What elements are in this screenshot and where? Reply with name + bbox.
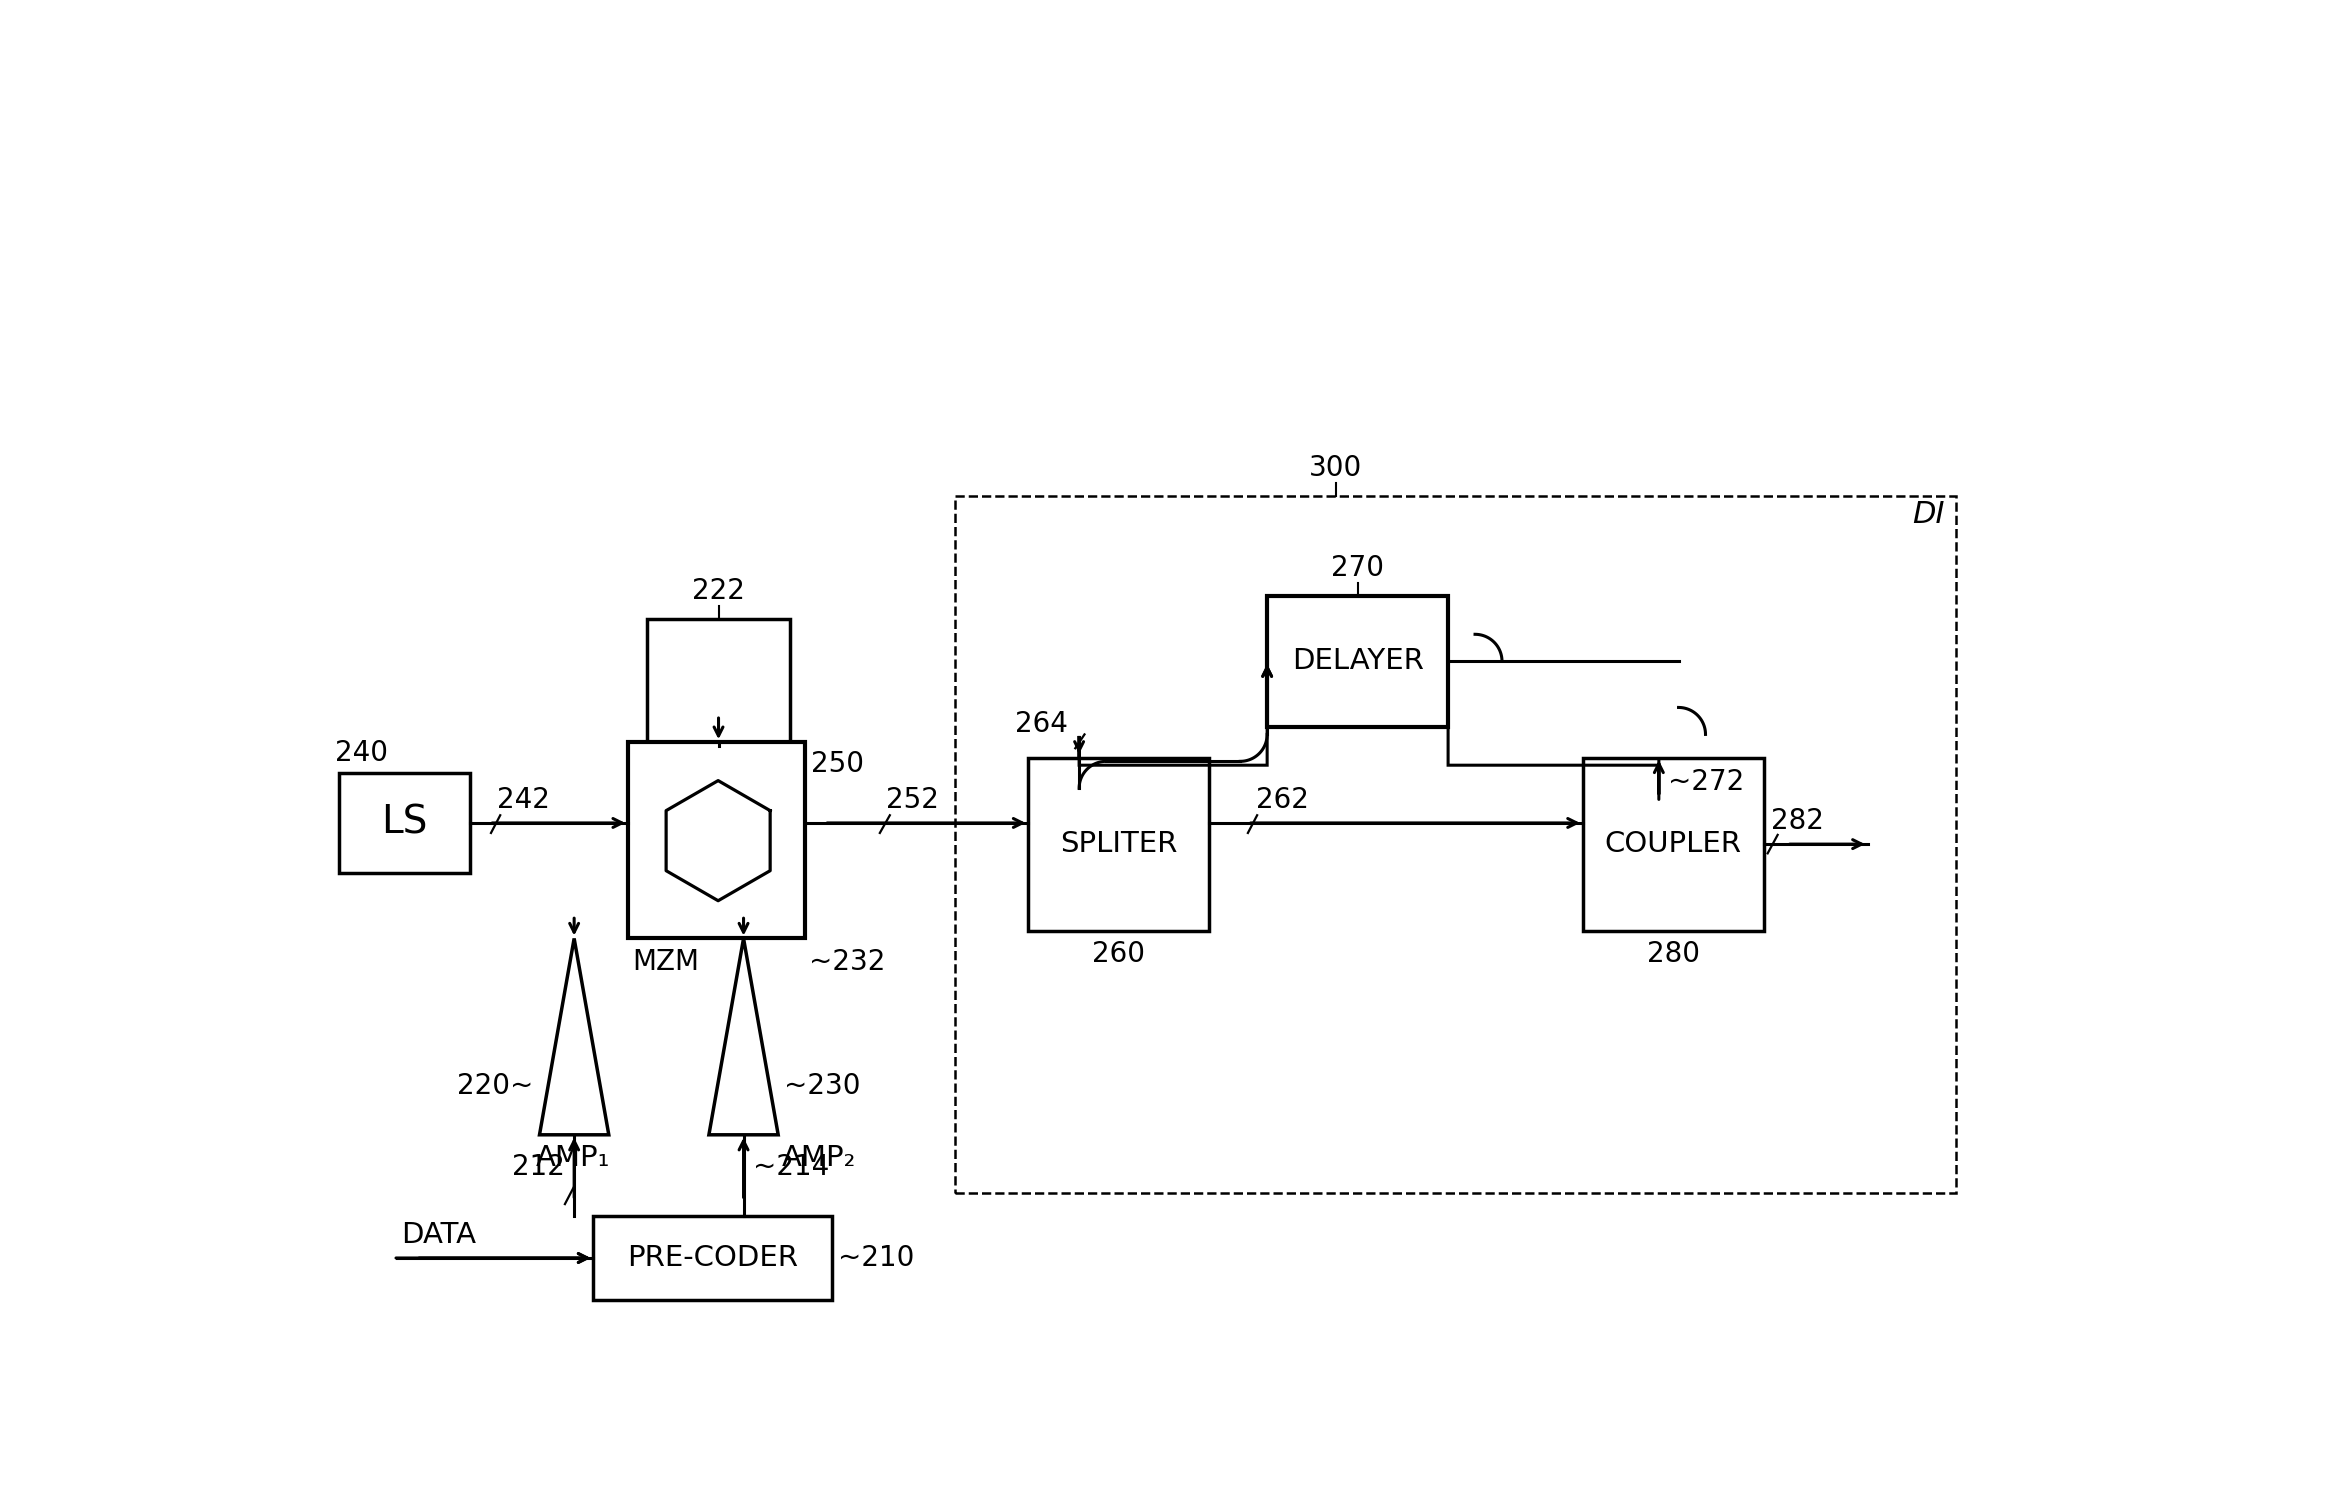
- Text: ~272: ~272: [1668, 768, 1744, 796]
- Text: 212: 212: [512, 1154, 566, 1180]
- Text: PRE-CODER: PRE-CODER: [627, 1244, 799, 1272]
- Text: 270: 270: [1332, 554, 1383, 582]
- Bar: [1041, 596, 1698, 765]
- Text: ~210: ~210: [838, 1244, 915, 1272]
- Bar: [955, 495, 1956, 1192]
- Bar: [1267, 596, 1449, 726]
- Text: 222: 222: [692, 578, 745, 604]
- Bar: [1584, 758, 1763, 930]
- Text: MZM: MZM: [631, 948, 699, 975]
- Text: 264: 264: [1015, 711, 1067, 738]
- Text: 280: 280: [1647, 940, 1700, 968]
- Text: AMP₁: AMP₁: [536, 1144, 610, 1172]
- Bar: [647, 620, 790, 746]
- Text: COUPLER: COUPLER: [1605, 830, 1742, 858]
- Text: DI: DI: [1912, 500, 1945, 528]
- Text: AMP₂: AMP₂: [783, 1144, 857, 1172]
- Text: 252: 252: [885, 786, 939, 813]
- Text: ~214: ~214: [752, 1154, 829, 1180]
- Bar: [340, 772, 470, 873]
- Text: 250: 250: [810, 750, 864, 778]
- Text: LS: LS: [382, 804, 429, 842]
- Bar: [1029, 758, 1209, 930]
- Text: ~230: ~230: [785, 1072, 862, 1100]
- Bar: [629, 742, 806, 939]
- Text: ~232: ~232: [808, 948, 885, 975]
- Text: DATA: DATA: [401, 1221, 475, 1250]
- Text: SPLITER: SPLITER: [1060, 830, 1178, 858]
- Text: 220~: 220~: [456, 1072, 533, 1100]
- Text: 262: 262: [1255, 786, 1309, 813]
- Text: 300: 300: [1309, 454, 1362, 482]
- Text: DELAYER: DELAYER: [1293, 648, 1423, 675]
- Text: 240: 240: [335, 738, 389, 766]
- Text: 260: 260: [1092, 940, 1146, 968]
- Text: 282: 282: [1772, 807, 1824, 836]
- Bar: [594, 1215, 831, 1300]
- Text: 242: 242: [496, 786, 550, 813]
